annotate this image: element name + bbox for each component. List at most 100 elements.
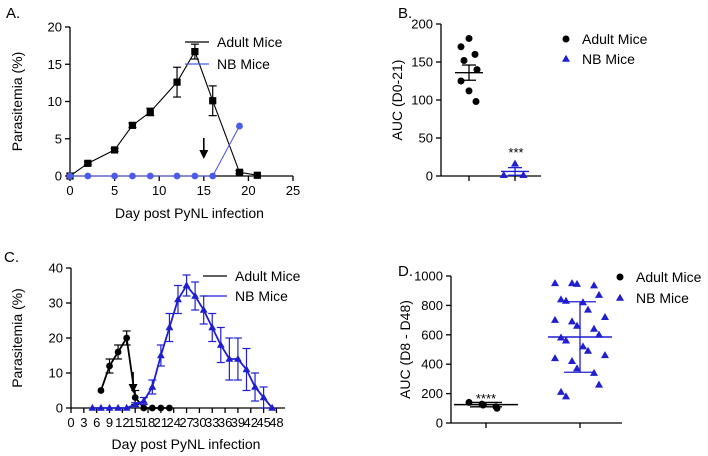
data-point-adult: [465, 34, 473, 42]
data-point-adult: [471, 50, 479, 58]
data-point-adult: [140, 404, 148, 412]
x-tick-label: 0: [67, 415, 74, 430]
arrow-head: [199, 150, 209, 159]
legend-marker: [615, 293, 625, 301]
x-tick-label: 20: [241, 183, 255, 198]
y-tick-label: 20: [49, 331, 63, 346]
y-tick-label: 10: [48, 94, 62, 109]
legend-marker: [561, 54, 571, 62]
data-point-nb: [556, 295, 566, 303]
data-point-nb: [550, 354, 560, 362]
x-tick-label: 6: [93, 415, 100, 430]
legend-label: Adult Mice: [217, 34, 283, 50]
data-point-nb: [131, 400, 140, 408]
x-tick-label: 33: [205, 415, 219, 430]
data-point-nb: [583, 346, 593, 354]
data-point-nb: [146, 172, 154, 180]
significance-annotation: ***: [508, 145, 523, 160]
data-point-nb: [561, 336, 571, 344]
data-point-nb: [114, 403, 122, 411]
data-point-adult: [460, 56, 468, 64]
data-point-nb: [519, 171, 528, 179]
x-tick-label: 39: [231, 415, 245, 430]
data-point-nb: [208, 323, 217, 331]
data-point-adult: [131, 394, 139, 401]
x-tick-label: 9: [106, 415, 113, 430]
data-point-nb: [191, 291, 200, 299]
y-tick-label: 100: [411, 93, 433, 108]
data-point-adult: [166, 404, 173, 412]
data-point-adult: [146, 108, 154, 116]
data-point-nb: [251, 382, 259, 390]
data-point-nb: [66, 172, 74, 180]
x-tick-label: 15: [128, 415, 142, 430]
x-axis-label: Day post PyNL infection: [115, 205, 264, 221]
y-tick-label: 150: [411, 55, 433, 70]
y-tick-label: 50: [419, 131, 433, 146]
data-point-nb: [191, 172, 199, 180]
data-point-nb: [561, 392, 571, 400]
arrow-head: [128, 384, 138, 393]
series-line-adult: [69, 50, 258, 177]
data-point-nb: [567, 317, 577, 325]
x-tick-label: 12: [115, 415, 129, 430]
y-tick-label: 1000: [414, 269, 443, 284]
panel-a: A. 0 5 10 15 20 Parasitemia (%) 0 5 10 15 20 25 Day p…: [6, 5, 300, 221]
x-tick-label: 10: [152, 183, 166, 198]
data-point-nb: [567, 357, 577, 365]
y-axis-label: Parasitemia (%): [9, 52, 25, 152]
x-tick-label: 3: [80, 415, 87, 430]
data-point-nb: [234, 354, 242, 362]
data-point-adult: [209, 97, 217, 105]
x-tick-label: 30: [192, 415, 206, 430]
data-point-nb: [236, 122, 243, 130]
data-point-adult: [114, 348, 122, 356]
panel-label: D.: [398, 263, 413, 280]
data-point-nb: [499, 171, 508, 179]
data-point-nb: [129, 172, 136, 180]
data-point-adult: [191, 47, 199, 56]
x-tick-label: 21: [154, 415, 168, 430]
y-tick-label: 0: [436, 416, 443, 431]
data-point-adult: [253, 171, 261, 179]
x-tick-label: 18: [141, 415, 155, 430]
legend-label: NB Mice: [582, 51, 635, 67]
data-point-adult: [457, 43, 465, 51]
y-tick-label: 0: [55, 169, 62, 184]
data-point-adult: [111, 146, 119, 154]
panel-d: D. 0 200 400 600 800 1000 AUC (D8 - D48) **** Adu…: [397, 263, 702, 431]
data-point-nb: [156, 351, 165, 359]
data-point-nb: [572, 279, 582, 287]
data-point-adult: [465, 87, 473, 95]
panel-label: C.: [4, 249, 19, 266]
panel-b: B. 0 50 100 150 200 AUC (D0-21) *** Adult Mice NB…: [389, 5, 648, 184]
data-point-adult: [106, 362, 113, 370]
data-point-adult: [457, 77, 465, 85]
panel-label: B.: [398, 5, 412, 22]
data-point-nb: [139, 396, 148, 404]
legend-label: NB Mice: [636, 290, 689, 306]
x-tick-label: 24: [166, 415, 180, 430]
data-point-nb: [242, 365, 251, 373]
y-tick-label: 400: [421, 357, 443, 372]
data-point-nb: [105, 403, 114, 411]
y-tick-label: 0: [56, 401, 63, 416]
legend-label: NB Mice: [217, 56, 270, 72]
legend-marker: [616, 273, 624, 281]
data-point-nb: [225, 354, 234, 362]
y-tick-label: 5: [55, 131, 62, 146]
significance-annotation: ****: [476, 391, 496, 406]
y-axis-label: Parasitemia (%): [9, 288, 25, 388]
data-point-nb: [199, 305, 208, 313]
data-point-nb: [122, 403, 131, 411]
y-tick-label: 40: [49, 261, 63, 276]
y-tick-label: 15: [48, 57, 62, 72]
data-point-nb: [594, 380, 604, 388]
x-tick-label: 15: [197, 183, 211, 198]
y-axis-label: AUC (D0-21): [389, 60, 405, 141]
data-point-nb: [165, 323, 174, 331]
legend-label: Adult Mice: [235, 268, 301, 284]
legend-marker: [562, 35, 570, 43]
